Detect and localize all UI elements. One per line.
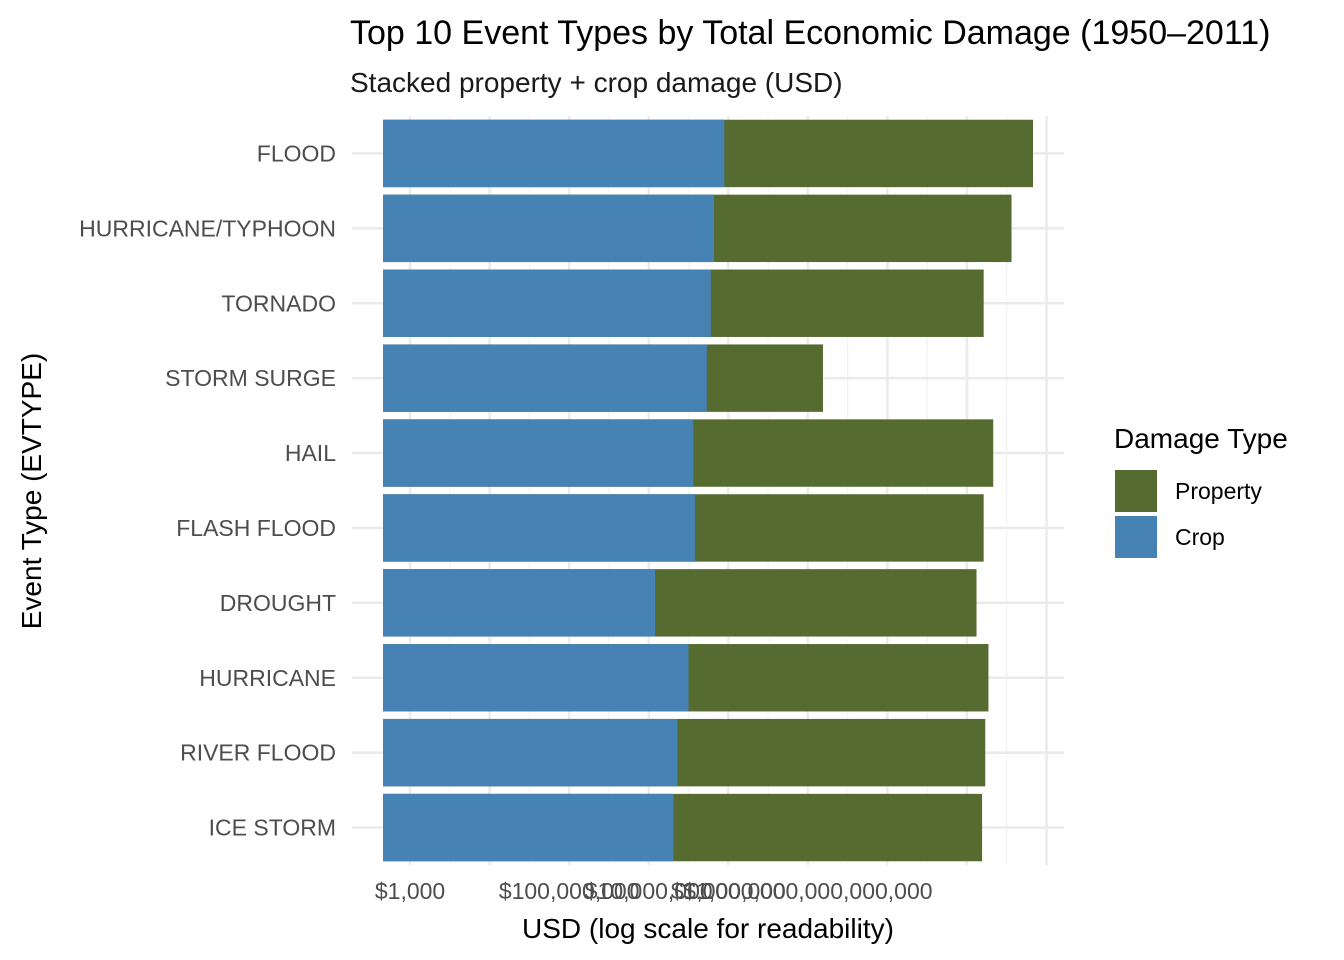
y-tick-label: FLASH FLOOD	[176, 515, 336, 541]
bar-crop-hurricane-typhoon	[383, 194, 714, 263]
x-tick-label: $100,000,000	[499, 878, 640, 904]
y-axis-title: Event Type (EVTYPE)	[16, 353, 47, 630]
legend-label: Crop	[1175, 524, 1225, 550]
y-tick-label: RIVER FLOOD	[180, 740, 336, 766]
y-tick-label: HAIL	[285, 440, 336, 466]
x-tick-label: $1,000,000	[671, 878, 786, 904]
bar-crop-river-flood	[383, 718, 678, 787]
x-tick-label: $1,000	[375, 878, 445, 904]
legend-label: Property	[1175, 478, 1262, 504]
bar-crop-ice-storm	[383, 793, 674, 862]
bar-crop-tornado	[383, 269, 711, 337]
y-tick-label: TORNADO	[221, 290, 336, 316]
y-tick-label: DROUGHT	[220, 590, 336, 616]
legend-title: Damage Type	[1114, 423, 1288, 454]
x-tick-label: $10,000,000	[585, 878, 713, 904]
legend-swatch	[1115, 470, 1157, 512]
x-axis-tick-labels: $1,000 $100,000,000$10,000,000$1,000,000$…	[375, 878, 933, 904]
chart-title: Top 10 Event Types by Total Economic Dam…	[350, 14, 1270, 52]
legend: Damage Type Property Crop	[1114, 423, 1288, 558]
x-tick-label: $1,000,000,000,000,000	[683, 878, 932, 904]
legend-swatch	[1115, 516, 1157, 558]
y-tick-label: FLOOD	[257, 140, 336, 166]
y-tick-label: HURRICANE/TYPHOON	[79, 215, 336, 241]
bar-crop-flash-flood	[383, 494, 695, 562]
x-axis-title: USD (log scale for readability)	[522, 913, 894, 944]
y-tick-label: ICE STORM	[209, 815, 336, 841]
y-tick-label: STORM SURGE	[165, 365, 336, 391]
bar-crop-storm-surge	[383, 344, 707, 412]
y-axis-tick-labels: FLOOD HURRICANE/TYPHOON TORNADO STORM SURGE…	[79, 140, 336, 840]
bar-crop-hurricane	[383, 644, 689, 712]
bar-crop-drought	[383, 569, 656, 637]
bar-crop-flood	[383, 119, 725, 188]
plot-area	[352, 116, 1064, 865]
bars	[383, 119, 1033, 862]
y-tick-label: HURRICANE	[199, 665, 336, 691]
bar-crop-hail	[383, 419, 694, 487]
chart-subtitle: Stacked property + crop damage (USD)	[350, 67, 843, 98]
